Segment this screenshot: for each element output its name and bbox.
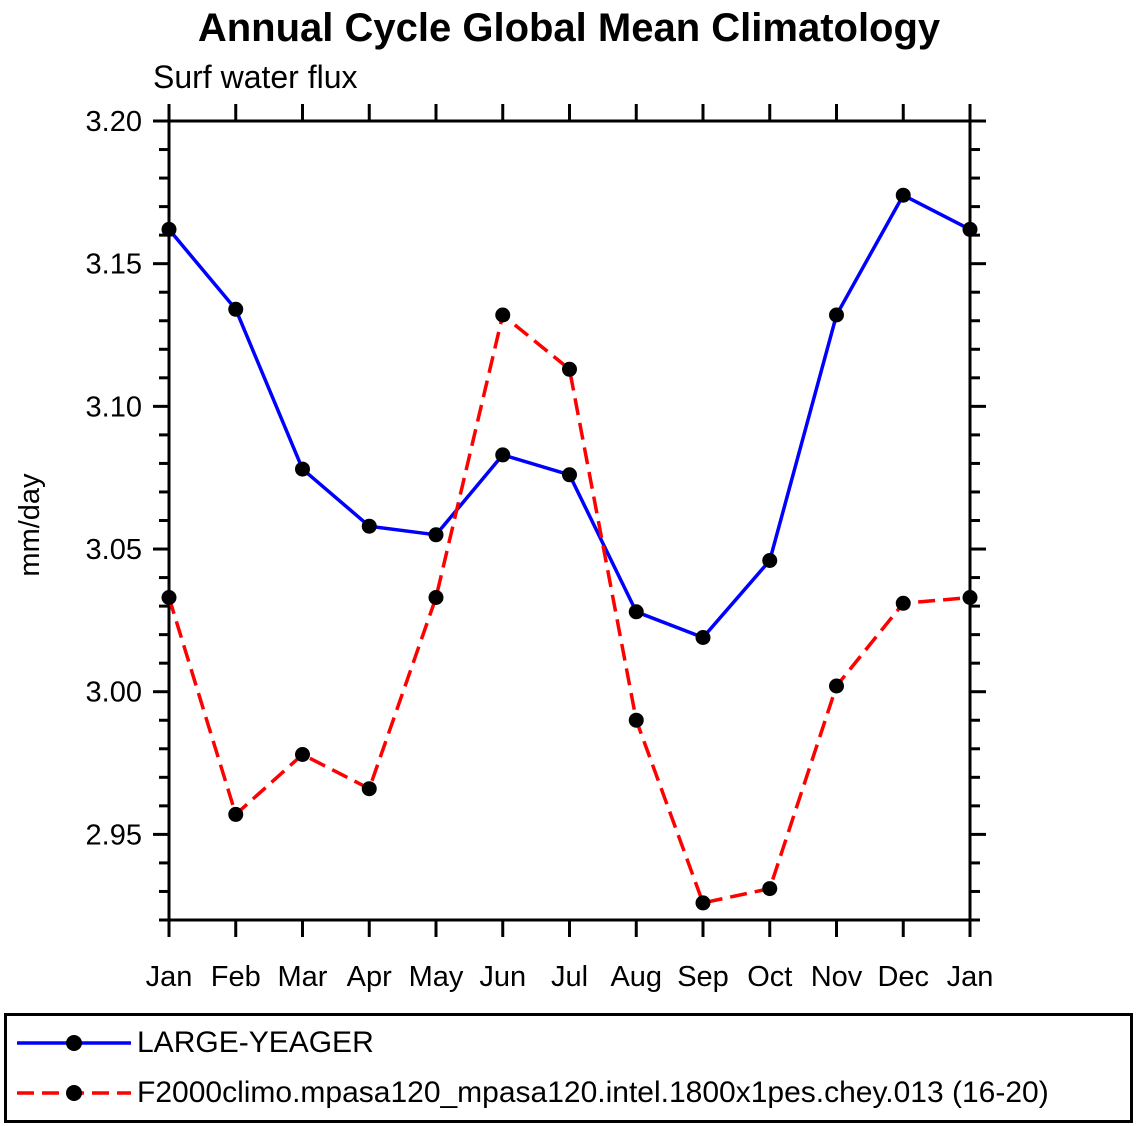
legend-row: LARGE-YEAGER: [15, 1020, 1130, 1066]
legend-line-icon: [17, 1085, 131, 1101]
svg-text:3.00: 3.00: [86, 677, 142, 709]
legend-box: LARGE-YEAGER F2000climo.mpasa120_mpasa12…: [4, 1013, 1133, 1123]
x-axis-tick-labels: Jan Feb Mar Apr May Jun Jul Aug Sep Oct Nov Dec Jan: [146, 961, 994, 993]
svg-text:3.20: 3.20: [86, 106, 142, 138]
legend-label: LARGE-YEAGER: [137, 1026, 374, 1059]
x-axis-ticks: [167, 104, 972, 937]
chart-title: Annual Cycle Global Mean Climatology: [197, 6, 941, 50]
chart-subtitle: Surf water flux: [153, 59, 358, 95]
svg-text:Aug: Aug: [610, 961, 662, 993]
plot-frame: [167, 119, 972, 922]
y-axis-ticks: [153, 119, 986, 922]
svg-text:Mar: Mar: [278, 961, 328, 993]
svg-text:3.05: 3.05: [86, 534, 142, 566]
svg-text:Dec: Dec: [877, 961, 929, 993]
legend-label: F2000climo.mpasa120_mpasa120.intel.1800x…: [137, 1076, 1049, 1109]
legend-row: F2000climo.mpasa120_mpasa120.intel.1800x…: [15, 1070, 1130, 1116]
series-line-1: [167, 311, 971, 905]
svg-text:Apr: Apr: [347, 961, 392, 993]
svg-text:Jan: Jan: [146, 961, 193, 993]
svg-text:Feb: Feb: [211, 961, 261, 993]
svg-text:May: May: [409, 961, 464, 993]
series-markers-0: [161, 187, 978, 645]
svg-text:2.95: 2.95: [86, 819, 142, 851]
svg-text:Nov: Nov: [811, 961, 863, 993]
y-axis-tick-labels: 2.95 3.00 3.05 3.10 3.15 3.20: [86, 106, 142, 851]
svg-text:Jan: Jan: [947, 961, 994, 993]
legend-line-icon: [17, 1035, 131, 1051]
svg-text:3.15: 3.15: [86, 249, 142, 281]
series-markers-1: [161, 307, 978, 911]
series-line-0: [167, 192, 971, 640]
svg-text:Sep: Sep: [677, 961, 729, 993]
svg-text:Oct: Oct: [747, 961, 792, 993]
svg-text:Jun: Jun: [479, 961, 526, 993]
svg-text:3.10: 3.10: [86, 391, 142, 423]
svg-text:Jul: Jul: [551, 961, 588, 993]
